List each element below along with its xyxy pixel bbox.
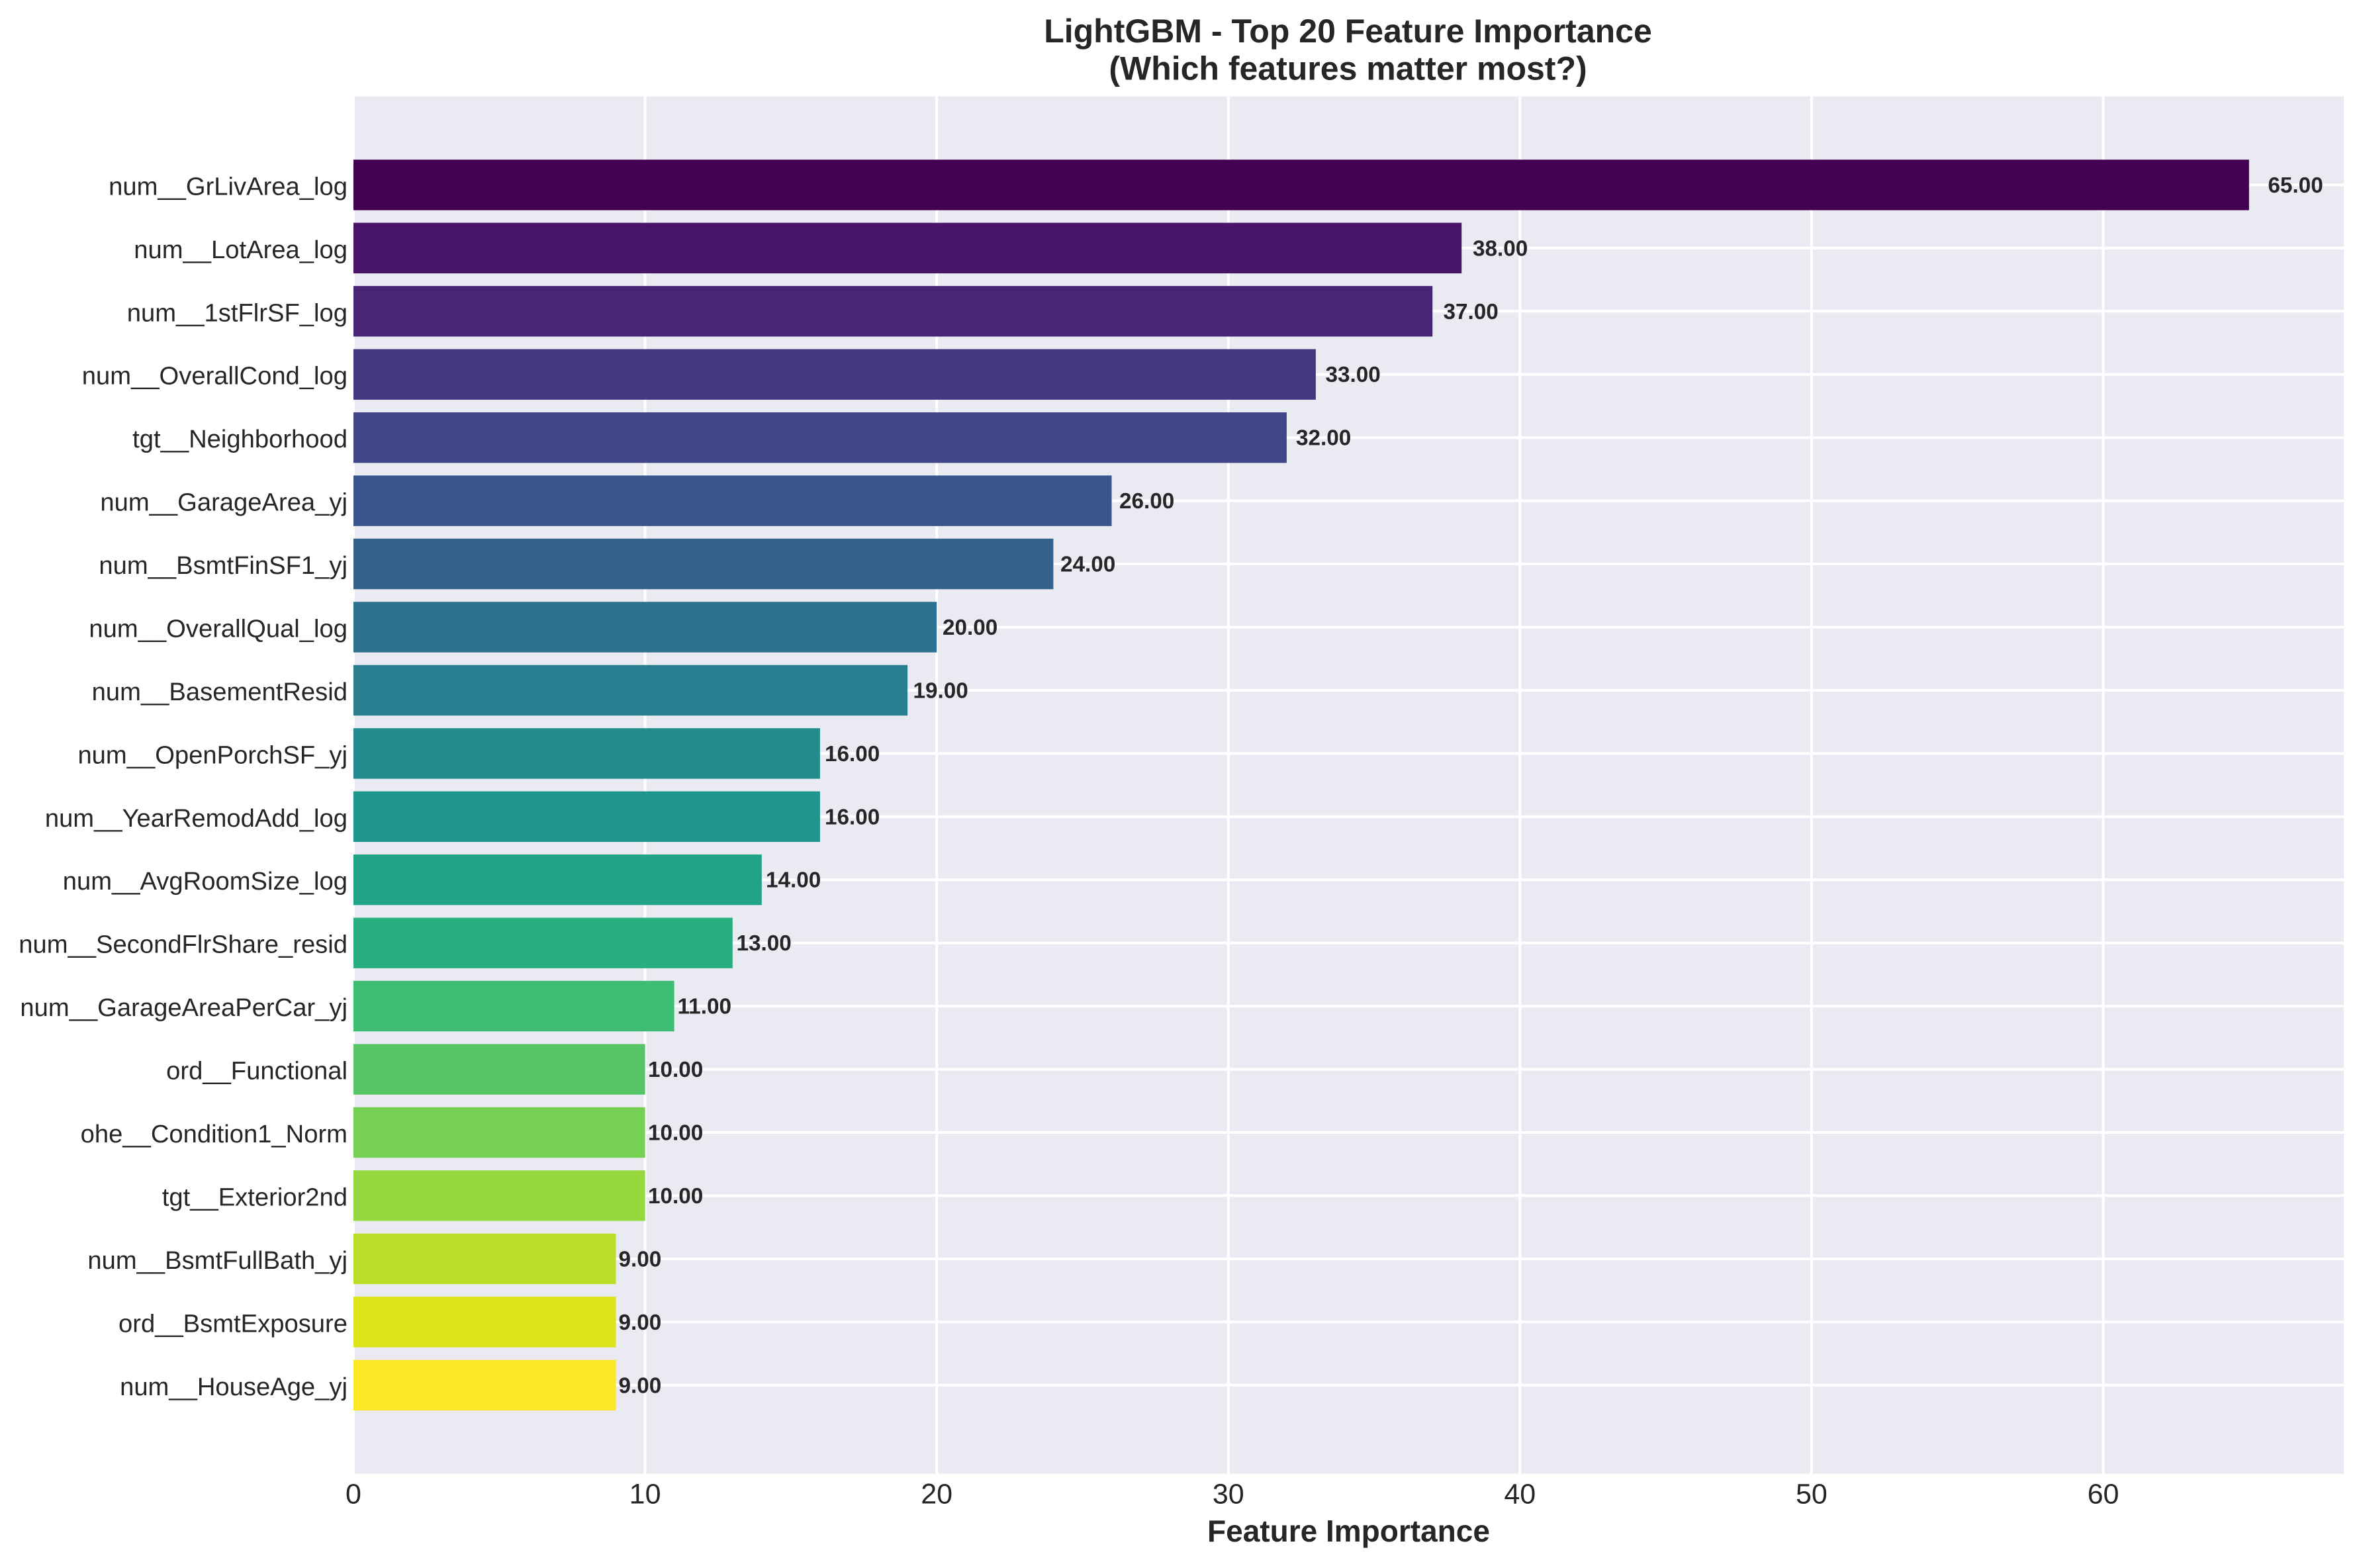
svg-text:num__GarageAreaPerCar_yj: num__GarageAreaPerCar_yj [20, 993, 348, 1022]
svg-text:num__YearRemodAdd_log: num__YearRemodAdd_log [45, 804, 348, 833]
svg-text:num__OpenPorchSF_yj: num__OpenPorchSF_yj [77, 741, 348, 769]
svg-text:10.00: 10.00 [648, 1121, 703, 1146]
svg-text:LightGBM - Top 20 Feature Impo: LightGBM - Top 20 Feature Importance [1044, 13, 1652, 50]
svg-text:24.00: 24.00 [1060, 553, 1115, 577]
svg-text:10.00: 10.00 [648, 1058, 703, 1082]
svg-text:10: 10 [629, 1479, 661, 1510]
svg-text:num__1stFlrSF_log: num__1stFlrSF_log [127, 299, 348, 327]
svg-text:num__BsmtFullBath_yj: num__BsmtFullBath_yj [87, 1246, 348, 1275]
svg-text:11.00: 11.00 [678, 995, 732, 1019]
svg-text:num__GrLivArea_log: num__GrLivArea_log [109, 172, 348, 201]
svg-text:(Which features matter most?): (Which features matter most?) [1109, 50, 1587, 87]
svg-text:tgt__Exterior2nd: tgt__Exterior2nd [162, 1183, 348, 1211]
svg-text:9.00: 9.00 [619, 1247, 662, 1271]
svg-text:26.00: 26.00 [1119, 489, 1174, 514]
svg-text:0: 0 [346, 1479, 361, 1510]
svg-text:38.00: 38.00 [1473, 236, 1528, 261]
svg-text:65.00: 65.00 [2268, 173, 2323, 198]
svg-text:ord__Functional: ord__Functional [166, 1057, 348, 1085]
svg-text:ohe__Condition1_Norm: ohe__Condition1_Norm [81, 1120, 348, 1148]
svg-text:tgt__Neighborhood: tgt__Neighborhood [132, 425, 348, 453]
svg-text:num__OverallCond_log: num__OverallCond_log [82, 362, 348, 391]
svg-text:num__OverallQual_log: num__OverallQual_log [89, 615, 348, 643]
svg-text:ord__BsmtExposure: ord__BsmtExposure [118, 1309, 348, 1338]
svg-text:20.00: 20.00 [943, 616, 997, 640]
svg-text:num__SecondFlrShare_resid: num__SecondFlrShare_resid [19, 931, 348, 959]
svg-text:num__AvgRoomSize_log: num__AvgRoomSize_log [63, 867, 348, 896]
svg-text:13.00: 13.00 [737, 931, 792, 956]
svg-text:40: 40 [1504, 1479, 1536, 1510]
svg-text:9.00: 9.00 [619, 1311, 662, 1335]
svg-text:16.00: 16.00 [825, 805, 880, 829]
svg-text:37.00: 37.00 [1444, 300, 1499, 324]
svg-text:20: 20 [921, 1479, 952, 1510]
svg-text:num__BasementResid: num__BasementResid [92, 678, 348, 706]
svg-text:60: 60 [2088, 1479, 2119, 1510]
svg-text:9.00: 9.00 [619, 1373, 662, 1398]
svg-text:num__BsmtFinSF1_yj: num__BsmtFinSF1_yj [99, 551, 348, 580]
svg-text:19.00: 19.00 [913, 678, 968, 703]
svg-text:num__GarageArea_yj: num__GarageArea_yj [100, 488, 348, 517]
svg-text:33.00: 33.00 [1326, 363, 1381, 387]
svg-text:16.00: 16.00 [825, 742, 880, 766]
svg-text:30: 30 [1213, 1479, 1244, 1510]
svg-text:num__HouseAge_yj: num__HouseAge_yj [120, 1373, 348, 1401]
svg-text:Feature Importance: Feature Importance [1207, 1514, 1490, 1548]
svg-text:14.00: 14.00 [766, 868, 821, 893]
svg-text:10.00: 10.00 [648, 1184, 703, 1209]
svg-text:32.00: 32.00 [1296, 426, 1351, 451]
svg-text:50: 50 [1796, 1479, 1828, 1510]
svg-text:num__LotArea_log: num__LotArea_log [134, 236, 348, 264]
